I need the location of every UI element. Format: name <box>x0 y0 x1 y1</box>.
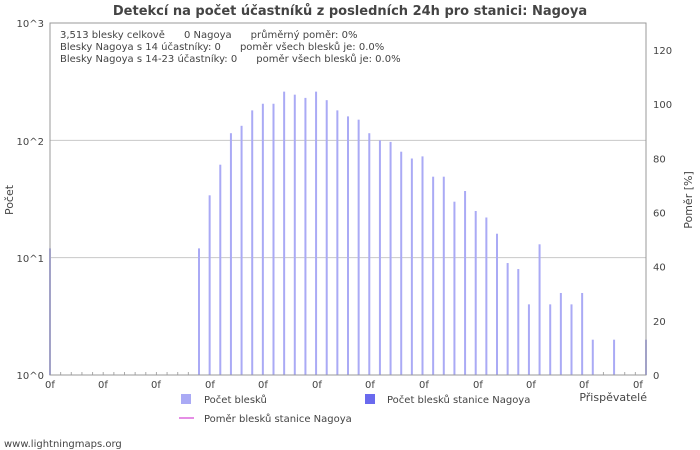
y2-tick-label-40: 40 <box>653 263 666 274</box>
bar-33 <box>389 141 392 375</box>
legend-label-station-count: Počet blesků stanice Nagoya <box>387 394 530 406</box>
bar-32 <box>378 140 381 375</box>
bar-29 <box>347 116 349 375</box>
bar-18 <box>229 133 232 375</box>
bar-51 <box>581 292 584 375</box>
x-tick-label-3: 0f <box>151 380 161 391</box>
x-tick-label-7: 0f <box>365 380 375 391</box>
y2-tick-label-60: 60 <box>653 209 666 220</box>
bar-24 <box>293 94 296 376</box>
bars-group <box>49 91 647 376</box>
info-line-3: Blesky Nagoya s 14-23 účastníky: 0 poměr… <box>60 53 401 65</box>
chart-title: Detekcí na počet účastníků z posledních … <box>113 4 587 19</box>
y-tick-label-0: 10^0 <box>17 371 44 382</box>
bar-47 <box>538 244 541 375</box>
x-tick-label-4: 0f <box>205 380 215 391</box>
bar-40 <box>464 191 467 375</box>
footer-credit: www.lightningmaps.org <box>4 439 122 450</box>
y2-tick-label-20: 20 <box>653 317 666 328</box>
y2-tick-label-0: 0 <box>653 371 659 382</box>
bar-54 <box>613 339 616 375</box>
y-axis-label-right: Poměr [%] <box>682 171 695 229</box>
bar-31 <box>368 133 371 375</box>
legend-swatch-station-count <box>365 394 375 404</box>
x-tick-label-8: 0f <box>419 380 429 391</box>
x-tick-label-11: 0f <box>579 380 589 391</box>
bar-49 <box>559 292 562 375</box>
bar-30 <box>357 119 360 375</box>
y-tick-label-2: 10^2 <box>17 137 44 148</box>
bar-23 <box>283 91 286 375</box>
y-axis-label-left: Počet <box>3 184 16 215</box>
y2-tick-label-100: 100 <box>653 100 672 111</box>
bar-42 <box>485 217 488 375</box>
bar-45 <box>517 269 520 375</box>
bar-35 <box>410 158 413 375</box>
x-tick-label-12: 0f <box>633 380 643 391</box>
x-tick-label-9: 0f <box>473 380 483 391</box>
bar-26 <box>315 91 318 375</box>
info-line-1: 3,513 blesky celkově 0 Nagoya průměrný p… <box>60 29 357 41</box>
bar-16 <box>208 195 211 375</box>
bar-37 <box>432 176 435 375</box>
bar-39 <box>453 201 456 375</box>
legend-label-count: Počet blesků <box>204 394 267 406</box>
x-axis-label: Přispěvatelé <box>579 391 647 404</box>
bar-27 <box>325 100 328 375</box>
bar-43 <box>496 233 498 375</box>
bar-15 <box>198 248 200 375</box>
bar-17 <box>219 164 222 375</box>
legend-swatch-count <box>181 394 191 404</box>
x-tick-label-10: 0f <box>526 380 536 391</box>
x-tick-label-1: 0f <box>45 380 55 391</box>
plot-frame <box>49 22 647 376</box>
bar-21 <box>261 103 264 375</box>
bar-28 <box>336 110 339 375</box>
bar-38 <box>442 176 445 375</box>
y2-tick-label-80: 80 <box>653 154 666 165</box>
bar-44 <box>506 263 509 375</box>
bar-34 <box>400 151 403 375</box>
bar-25 <box>304 97 307 375</box>
bar-50 <box>570 304 573 375</box>
bar-36 <box>421 156 424 375</box>
bar-22 <box>272 103 275 375</box>
y-tick-label-3: 10^3 <box>17 19 44 30</box>
x-tick-label-2: 0f <box>98 380 108 391</box>
bar-46 <box>527 304 530 375</box>
x-tick-label-5: 0f <box>258 380 268 391</box>
bar-41 <box>474 210 477 375</box>
x-tick-label-6: 0f <box>312 380 322 391</box>
bar-52 <box>591 339 594 375</box>
y2-tick-label-120: 120 <box>653 46 672 57</box>
info-line-2: Blesky Nagoya s 14 účastníky: 0 poměr vš… <box>60 41 384 53</box>
bar-20 <box>251 110 254 375</box>
legend-label-ratio: Poměr blesků stanice Nagoya <box>204 413 352 425</box>
bar-48 <box>549 304 552 375</box>
bar-19 <box>240 125 243 375</box>
y-tick-label-1: 10^1 <box>17 254 44 265</box>
